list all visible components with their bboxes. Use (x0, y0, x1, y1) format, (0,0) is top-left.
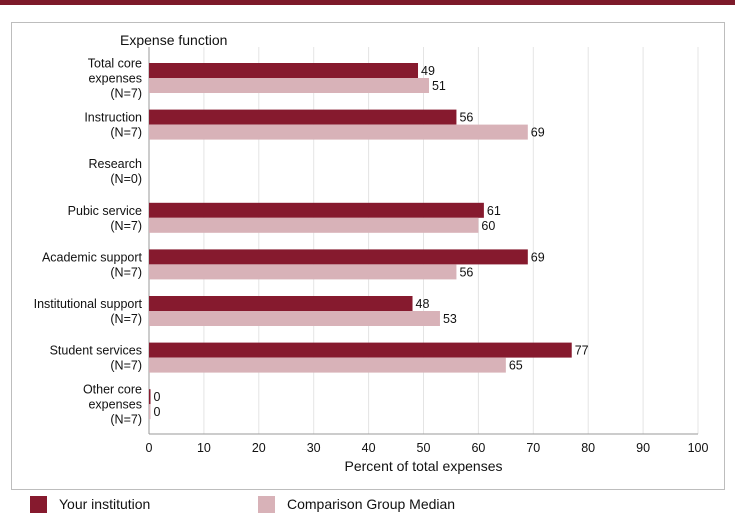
bar (149, 202, 484, 218)
category-label: (N=7) (110, 126, 142, 140)
data-label: 53 (443, 312, 457, 326)
y-axis-title: Expense function (120, 32, 227, 48)
category-label: Academic support (42, 250, 143, 264)
category-label: expenses (88, 398, 142, 412)
data-label: 69 (531, 250, 545, 264)
category-label: Total core (88, 57, 142, 71)
data-label: 77 (575, 344, 589, 358)
category-label: Instruction (84, 111, 142, 125)
data-label: 0 (154, 390, 161, 404)
category-label: Student services (50, 344, 142, 358)
bar (149, 296, 413, 311)
x-tick-label: 60 (471, 441, 485, 455)
category-label: Pubic service (68, 204, 142, 218)
x-axis-label: Percent of total expenses (345, 458, 503, 474)
x-tick-label: 100 (688, 441, 709, 455)
legend-label-your-institution: Your institution (59, 496, 151, 512)
top-rule (0, 0, 735, 5)
x-tick-label: 40 (362, 441, 376, 455)
category-label: Research (89, 157, 143, 171)
category-label: (N=7) (110, 219, 142, 233)
category-label: Institutional support (34, 297, 143, 311)
data-label: 61 (487, 204, 501, 218)
data-label: 60 (481, 219, 495, 233)
category-label: (N=7) (110, 265, 142, 279)
data-label: 56 (459, 265, 473, 279)
x-tick-label: 20 (252, 441, 266, 455)
bar (149, 264, 457, 280)
data-label: 51 (432, 79, 446, 93)
legend-label-comparison-median: Comparison Group Median (287, 496, 456, 512)
category-label: (N=7) (110, 359, 142, 373)
data-label: 49 (421, 64, 435, 78)
category-label: Other core (83, 383, 142, 397)
bar (149, 78, 429, 93)
bar-chart: Expense function 0 10 20 30 40 50 60 70 80 90 100 Pe… (34, 32, 709, 474)
category-label: (N=0) (110, 172, 142, 186)
data-label: 65 (509, 359, 523, 373)
data-label: 0 (154, 405, 161, 419)
data-label: 69 (531, 126, 545, 140)
legend-swatch-your-institution (30, 495, 47, 513)
category-label: expenses (88, 72, 142, 86)
data-label: 48 (416, 297, 430, 311)
x-tick-label: 50 (417, 441, 431, 455)
bar (149, 357, 506, 373)
bar (149, 217, 479, 233)
bar (149, 342, 572, 358)
legend-item-comparison-median: Comparison Group Median (258, 494, 455, 514)
x-tick-label: 80 (581, 441, 595, 455)
x-tick-label: 30 (307, 441, 321, 455)
legend-item-your-institution: Your institution (30, 494, 150, 514)
category-label: (N=7) (110, 87, 142, 101)
x-tick-label: 0 (146, 441, 153, 455)
bar (149, 109, 457, 125)
bar (149, 249, 528, 265)
category-label: (N=7) (110, 413, 142, 427)
bar (149, 404, 151, 420)
x-tick-label: 90 (636, 441, 650, 455)
data-label: 56 (459, 111, 473, 125)
category-label: (N=7) (110, 312, 142, 326)
x-tick-label: 10 (197, 441, 211, 455)
x-tick-label: 70 (526, 441, 540, 455)
bar (149, 389, 151, 405)
legend-swatch-comparison-median (258, 495, 275, 513)
bar (149, 124, 528, 140)
bar (149, 311, 440, 326)
bar (149, 63, 419, 78)
chart-panel: Expense function 0 10 20 30 40 50 60 70 80 90 100 Pe… (11, 22, 725, 490)
